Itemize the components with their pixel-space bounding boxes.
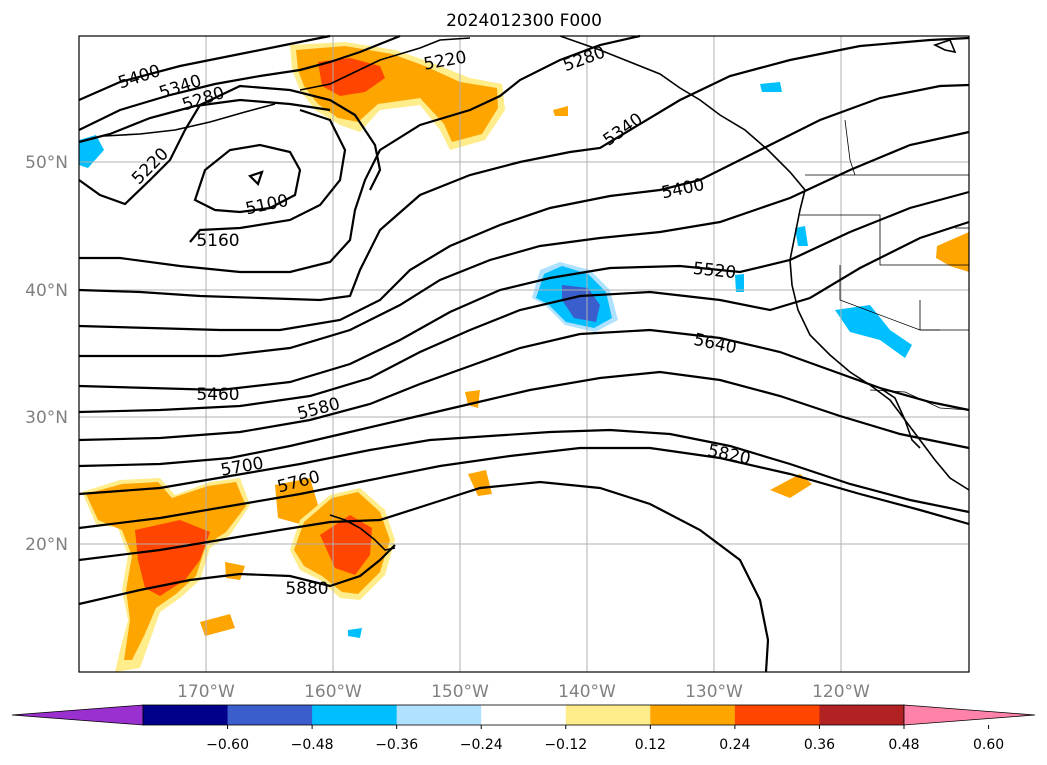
colorbar-cell [650,705,736,725]
map-title: 2024012300 F000 [446,11,602,31]
colorbar-tick-label: 0.36 [804,737,835,753]
colorbar-tick-label: −0.12 [544,737,587,753]
shade-negative-west [79,135,104,168]
contour-5340-main [78,36,970,302]
contours [78,34,970,673]
shade-negative-california [835,305,912,358]
contour-5880-main [78,480,770,673]
shade-negative-small-2 [795,226,808,246]
shade-strong-subtropical-west [135,520,210,596]
lat-label: 20°N [25,535,68,555]
shade-positive-coast [936,232,969,272]
colorbar-tick-label: −0.24 [460,737,503,753]
contour-5460-main [79,130,970,358]
colorbar: −0.60 −0.48 −0.36 −0.24 −0.12 0.12 0.24 0.36 0.4… [11,704,1036,753]
shade-positive-small-6 [770,474,812,498]
coastlines [103,35,970,551]
shade-positive-small-3 [200,614,235,636]
colorbar-tick-label: −0.48 [291,737,334,753]
colorbar-cell [312,705,398,725]
contour-labels: 5400 5340 5280 5220 5100 5160 5220 5280 … [116,43,752,599]
contour-5520-main [78,190,970,392]
colorbar-cell [819,705,905,725]
contour-5280-main [79,34,641,274]
border-alaska-canada [844,119,856,176]
contour-5880-south [78,544,396,606]
colorbar-tick-label: 0.12 [635,737,666,753]
shade-positive-small-7 [553,106,568,116]
contour-label: 5460 [196,385,239,405]
contour-5400-nw [78,34,331,102]
coast-aleutians [299,37,471,91]
map-frame [78,35,970,673]
coast-hudson-fragment [932,39,957,54]
lat-label: 30°N [25,408,68,428]
shade-positive-small-5 [468,470,492,496]
border-arizona [919,300,940,331]
colorbar-cell [481,705,567,725]
lon-label: 160°W [304,682,362,702]
contour-5160 [189,108,347,243]
contour-5340-nw [78,34,401,131]
contour-5280-nw [78,98,331,144]
shade-positive-small-1 [275,478,318,524]
coast-north-america [559,35,970,491]
colorbar-extend-min [11,704,144,726]
contour-5820-main [78,446,970,530]
coast-baja [879,387,921,449]
shade-strong-alaska [318,58,385,96]
contour-5220-loop [78,84,382,206]
colorbar-tick-label: 0.48 [888,737,919,753]
colorbar-cell [396,705,482,725]
colorbar-tick-label: −0.36 [375,737,418,753]
lon-label: 150°W [431,682,489,702]
lon-label: 120°W [812,682,870,702]
map-panel: 5400 5340 5280 5220 5100 5160 5220 5280 … [78,34,970,673]
contour-5040-center [247,170,264,187]
lat-label: 40°N [25,281,68,301]
shade-negative-small-1 [760,82,782,92]
contour-5760-main [78,428,970,514]
latitude-labels: 50°N 40°N 30°N 20°N [25,153,68,555]
lon-label: 140°W [558,682,616,702]
contour-5100-loop [193,143,302,214]
colorbar-tick-label: −0.60 [206,737,249,753]
lon-label: 170°W [177,682,235,702]
shade-strong-central [562,285,600,322]
contour-5700-main [78,370,970,468]
contour-label: 5520 [692,259,737,283]
contour-5640-main [78,328,970,442]
contour-label: 5160 [196,231,239,251]
contour-label: 5880 [285,579,328,599]
coast-aleutian-chain [103,103,276,137]
longitude-labels: 170°W 160°W 150°W 140°W 130°W 120°W [177,682,870,702]
colorbar-tick-label: 0.60 [973,737,1004,753]
lat-label: 50°N [25,153,68,173]
colorbar-cell [565,705,651,725]
border-oregon-nevada [800,214,969,266]
colorbar-cell [227,705,313,725]
coast-hawaii [329,514,396,551]
border-california-nevada [839,265,969,331]
contour-5580-main [78,220,970,414]
colorbar-tick-label: 0.24 [719,737,750,753]
shade-negative-small-4 [348,628,362,638]
colorbar-extend-max [903,704,1036,726]
colorbar-cell [734,705,820,725]
contour-5400-main [78,83,970,332]
lon-label: 130°W [685,682,743,702]
shade-negative-small-3 [735,274,744,292]
colorbar-cell [143,705,229,725]
